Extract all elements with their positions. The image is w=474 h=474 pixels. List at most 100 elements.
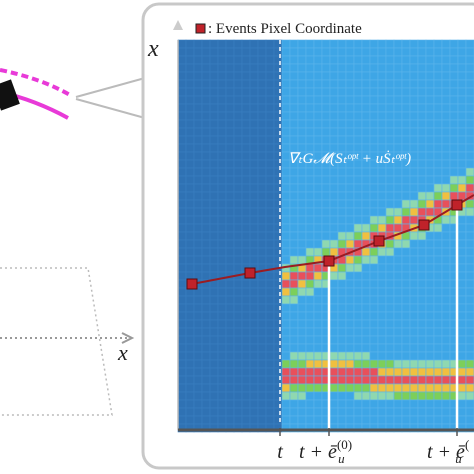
heat-cell <box>457 167 467 177</box>
heat-cell <box>273 391 283 401</box>
heat-cell <box>465 215 474 225</box>
heat-cell <box>233 143 243 153</box>
heat-cell <box>193 335 203 345</box>
heat-cell <box>193 183 203 193</box>
heat-cell <box>441 303 451 313</box>
heat-cell <box>241 303 251 313</box>
heat-cell <box>385 215 395 225</box>
heat-cell <box>273 247 283 257</box>
heat-cell <box>289 327 299 337</box>
time-label: t + ē(0) u <box>299 437 352 466</box>
time-label-sup: ( <box>465 437 469 452</box>
heat-cell <box>209 47 219 57</box>
heat-cell <box>217 391 227 401</box>
heat-cell <box>393 63 403 73</box>
left-scene: x <box>0 68 146 416</box>
time-label-main: t + ē <box>299 441 338 463</box>
heat-cell <box>377 127 387 137</box>
heat-cell <box>441 407 451 417</box>
heat-cell <box>249 183 259 193</box>
heat-cell <box>345 375 355 385</box>
heat-cell <box>329 119 339 129</box>
heat-cell <box>217 343 227 353</box>
heat-cell <box>369 191 379 201</box>
heat-cell <box>313 135 323 145</box>
heat-cell <box>393 111 403 121</box>
heat-cell <box>417 103 427 113</box>
heat-cell <box>417 239 427 249</box>
heat-cell <box>257 239 267 249</box>
heat-cell <box>377 295 387 305</box>
heat-cell <box>369 103 379 113</box>
heat-cell <box>329 279 339 289</box>
heat-cell <box>409 215 419 225</box>
heat-cell <box>265 71 275 81</box>
heat-cell <box>409 327 419 337</box>
heat-cell <box>417 335 427 345</box>
heat-cell <box>369 367 379 377</box>
heat-cell <box>417 327 427 337</box>
heat-cell <box>249 215 259 225</box>
heat-cell <box>417 367 427 377</box>
heat-cell <box>209 375 219 385</box>
heat-cell <box>345 311 355 321</box>
heat-cell <box>273 319 283 329</box>
heat-cell <box>393 47 403 57</box>
heat-cell <box>225 311 235 321</box>
heat-cell <box>417 351 427 361</box>
heat-cell <box>233 199 243 209</box>
time-label-main: t <box>277 441 283 463</box>
heat-cell <box>281 111 291 121</box>
heat-cell <box>185 215 195 225</box>
heat-cell <box>249 119 259 129</box>
heat-cell <box>217 135 227 145</box>
heat-cell <box>273 55 283 65</box>
heat-cell <box>457 143 467 153</box>
heat-cell <box>193 119 203 129</box>
heat-cell <box>393 215 403 225</box>
heat-cell <box>281 95 291 105</box>
heat-cell <box>305 63 315 73</box>
heat-cell <box>297 183 307 193</box>
heat-cell <box>441 279 451 289</box>
heat-cell <box>297 175 307 185</box>
heat-cell <box>257 375 267 385</box>
heat-cell <box>345 359 355 369</box>
heat-cell <box>185 319 195 329</box>
heat-cell <box>425 47 435 57</box>
heat-cell <box>433 391 443 401</box>
heat-cell <box>417 39 427 49</box>
heat-cell <box>361 63 371 73</box>
heat-cell <box>457 191 467 201</box>
heat-cell <box>401 391 411 401</box>
heat-cell <box>193 391 203 401</box>
heat-cell <box>185 359 195 369</box>
heat-cell <box>393 183 403 193</box>
heat-cell <box>441 215 451 225</box>
heat-cell <box>417 359 427 369</box>
heat-cell <box>273 343 283 353</box>
heat-cell <box>217 63 227 73</box>
heat-cell <box>233 215 243 225</box>
heat-cell <box>281 191 291 201</box>
heat-cell <box>345 415 355 425</box>
heat-cell <box>289 407 299 417</box>
heat-cell <box>209 79 219 89</box>
heat-cell <box>273 71 283 81</box>
heat-cell <box>185 63 195 73</box>
heat-cell <box>441 127 451 137</box>
heat-cell <box>289 239 299 249</box>
heat-cell <box>329 375 339 385</box>
heat-cell <box>297 255 307 265</box>
heat-cell <box>257 399 267 409</box>
heat-cell <box>393 303 403 313</box>
heat-cell <box>345 127 355 137</box>
heat-cell <box>361 319 371 329</box>
heat-cell <box>297 191 307 201</box>
heat-cell <box>393 311 403 321</box>
heat-cell <box>329 271 339 281</box>
heat-cell <box>305 175 315 185</box>
heat-cell <box>313 95 323 105</box>
heat-cell <box>417 303 427 313</box>
heat-cell <box>401 47 411 57</box>
